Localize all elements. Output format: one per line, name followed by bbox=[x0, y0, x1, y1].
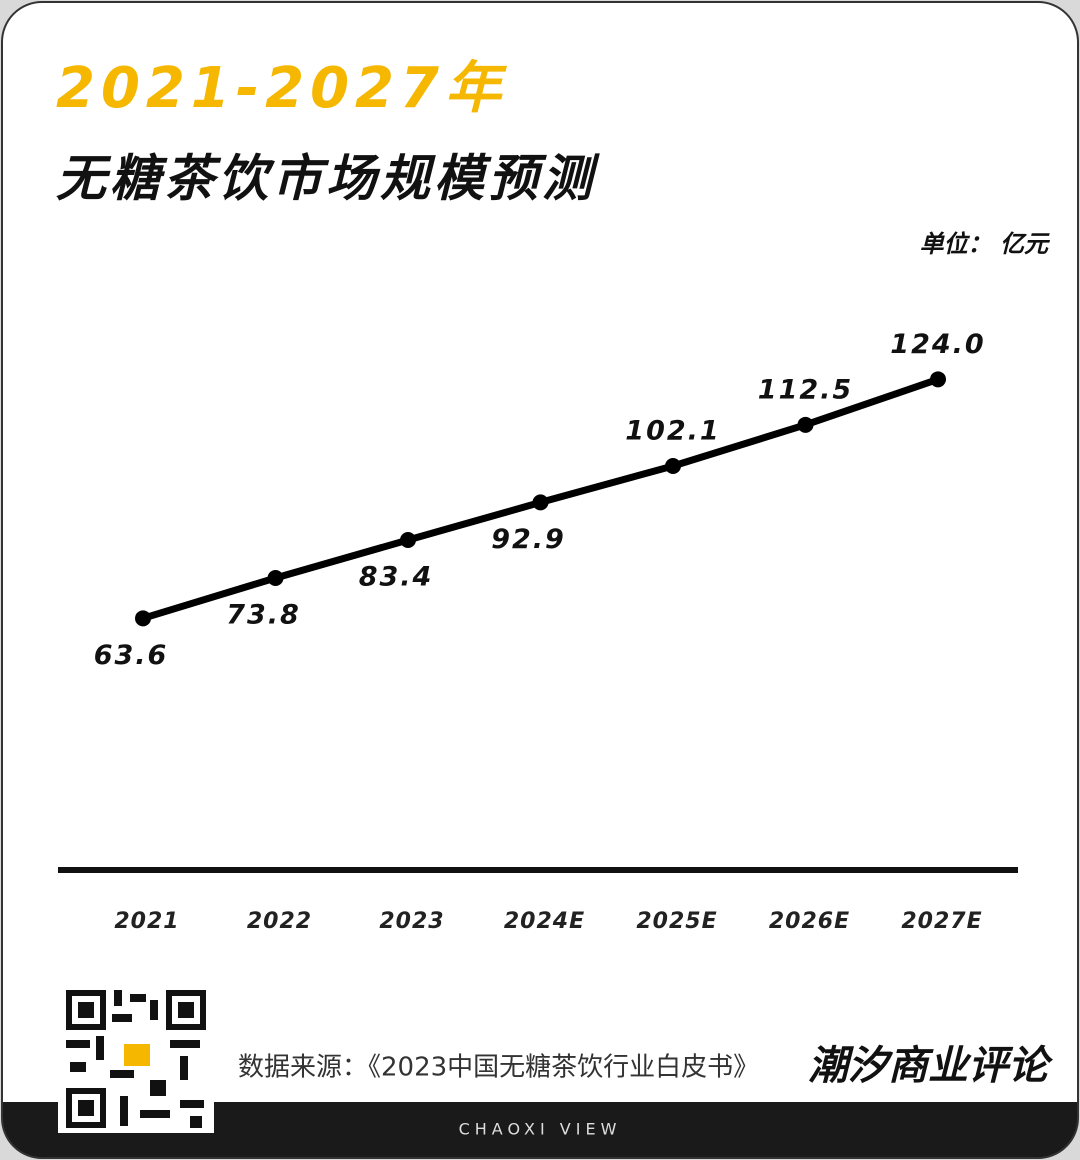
x-tick-label: 2026E bbox=[769, 909, 850, 934]
data-label: 83.4 bbox=[359, 561, 434, 592]
x-tick-label: 2023 bbox=[379, 909, 444, 934]
data-label: 92.9 bbox=[491, 524, 566, 555]
data-label: 112.5 bbox=[758, 374, 853, 405]
point bbox=[665, 457, 681, 474]
footer-text: CHAOXI VIEW bbox=[459, 1120, 622, 1139]
chart-title: 2021-2027年 bbox=[56, 56, 507, 121]
qr-code bbox=[58, 985, 214, 1133]
x-tick-label: 2027E bbox=[901, 909, 982, 934]
brand-logo: 潮汐商业评论 bbox=[808, 1043, 1054, 1089]
x-tick-label: 2025E bbox=[636, 909, 717, 934]
point bbox=[930, 371, 946, 388]
point bbox=[135, 610, 151, 627]
x-tick-label: 2024E bbox=[504, 909, 585, 934]
data-label: 102.1 bbox=[625, 415, 720, 446]
point bbox=[797, 416, 814, 433]
data-label: 124.0 bbox=[890, 329, 985, 360]
x-tick-label: 2022 bbox=[247, 909, 312, 934]
data-label: 63.6 bbox=[94, 640, 169, 671]
point bbox=[267, 569, 284, 586]
unit-label: 单位： 亿元 bbox=[920, 230, 1051, 258]
chart-subtitle: 无糖茶饮市场规模预测 bbox=[56, 150, 600, 208]
x-tick-label: 2021 bbox=[114, 909, 179, 934]
source-note: 数据来源：《2023中国无糖茶饮行业白皮书》 bbox=[238, 1053, 759, 1083]
data-label: 73.8 bbox=[226, 599, 301, 630]
point bbox=[400, 531, 416, 548]
point bbox=[532, 494, 549, 511]
